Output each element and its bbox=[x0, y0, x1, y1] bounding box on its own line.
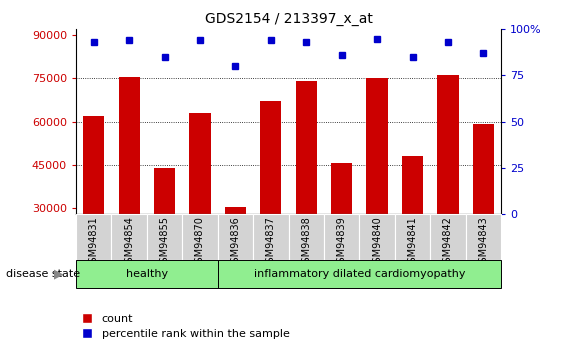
Bar bbox=[296, 81, 317, 295]
Bar bbox=[147, 214, 182, 260]
Text: GSM94854: GSM94854 bbox=[124, 216, 134, 269]
Bar bbox=[154, 168, 175, 295]
Text: GSM94870: GSM94870 bbox=[195, 216, 205, 269]
Bar bbox=[119, 77, 140, 295]
Text: disease state: disease state bbox=[6, 269, 80, 279]
Legend: count, percentile rank within the sample: count, percentile rank within the sample bbox=[82, 314, 289, 339]
Text: GSM94836: GSM94836 bbox=[230, 216, 240, 269]
Text: inflammatory dilated cardiomyopathy: inflammatory dilated cardiomyopathy bbox=[254, 269, 465, 279]
Bar bbox=[395, 214, 430, 260]
Bar bbox=[111, 214, 147, 260]
Bar bbox=[402, 156, 423, 295]
Text: ▶: ▶ bbox=[53, 268, 63, 281]
Bar bbox=[76, 214, 111, 260]
Bar bbox=[473, 125, 494, 295]
Text: healthy: healthy bbox=[126, 269, 168, 279]
Bar bbox=[289, 214, 324, 260]
Text: GSM94839: GSM94839 bbox=[337, 216, 347, 269]
Title: GDS2154 / 213397_x_at: GDS2154 / 213397_x_at bbox=[204, 11, 373, 26]
Bar bbox=[218, 260, 501, 288]
Bar bbox=[430, 214, 466, 260]
Bar bbox=[83, 116, 104, 295]
Bar bbox=[260, 101, 282, 295]
Bar bbox=[218, 214, 253, 260]
Text: GSM94843: GSM94843 bbox=[479, 216, 488, 269]
Text: GSM94841: GSM94841 bbox=[408, 216, 418, 269]
Bar bbox=[359, 214, 395, 260]
Bar bbox=[189, 113, 211, 295]
Bar bbox=[367, 78, 388, 295]
Bar bbox=[253, 214, 289, 260]
Text: GSM94837: GSM94837 bbox=[266, 216, 276, 269]
Bar bbox=[466, 214, 501, 260]
Bar bbox=[225, 207, 246, 295]
Text: GSM94840: GSM94840 bbox=[372, 216, 382, 269]
Text: GSM94831: GSM94831 bbox=[89, 216, 99, 269]
Text: GSM94855: GSM94855 bbox=[159, 216, 169, 269]
Bar bbox=[76, 260, 218, 288]
Bar bbox=[437, 76, 458, 295]
Bar bbox=[331, 164, 352, 295]
Text: GSM94842: GSM94842 bbox=[443, 216, 453, 269]
Text: GSM94838: GSM94838 bbox=[301, 216, 311, 269]
Bar bbox=[324, 214, 359, 260]
Bar bbox=[182, 214, 218, 260]
